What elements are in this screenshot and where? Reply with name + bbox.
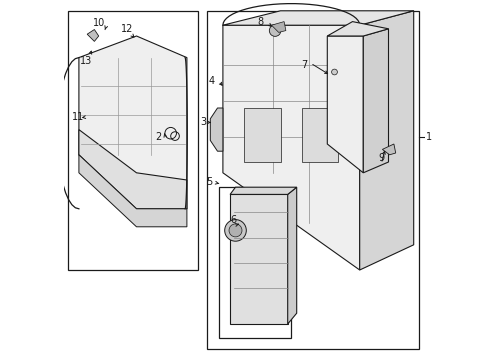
Polygon shape — [79, 155, 186, 227]
Text: 7: 7 — [300, 60, 306, 70]
Polygon shape — [223, 25, 359, 270]
Text: 1: 1 — [426, 132, 431, 142]
Polygon shape — [271, 22, 285, 32]
Polygon shape — [302, 108, 337, 162]
Circle shape — [224, 220, 246, 241]
Text: 13: 13 — [80, 56, 92, 66]
Text: 4: 4 — [208, 76, 215, 86]
Text: 11: 11 — [72, 112, 84, 122]
Polygon shape — [359, 11, 413, 270]
Polygon shape — [244, 108, 280, 162]
Polygon shape — [210, 108, 223, 151]
Circle shape — [269, 25, 280, 36]
Text: 2: 2 — [155, 132, 161, 142]
Polygon shape — [87, 30, 99, 41]
Polygon shape — [363, 29, 387, 173]
Text: 10: 10 — [92, 18, 104, 28]
Polygon shape — [326, 22, 387, 36]
Polygon shape — [79, 130, 186, 209]
Text: 9: 9 — [377, 153, 384, 163]
Circle shape — [331, 69, 337, 75]
Polygon shape — [382, 144, 395, 155]
Polygon shape — [326, 36, 363, 173]
Polygon shape — [223, 11, 413, 25]
Text: 8: 8 — [257, 17, 263, 27]
Text: 5: 5 — [206, 177, 212, 187]
Polygon shape — [230, 194, 287, 324]
Circle shape — [228, 224, 242, 237]
Text: 6: 6 — [230, 215, 236, 225]
Polygon shape — [79, 36, 186, 209]
Polygon shape — [230, 187, 296, 194]
Polygon shape — [287, 187, 296, 324]
Text: 12: 12 — [121, 24, 133, 34]
Text: 3: 3 — [201, 117, 206, 127]
